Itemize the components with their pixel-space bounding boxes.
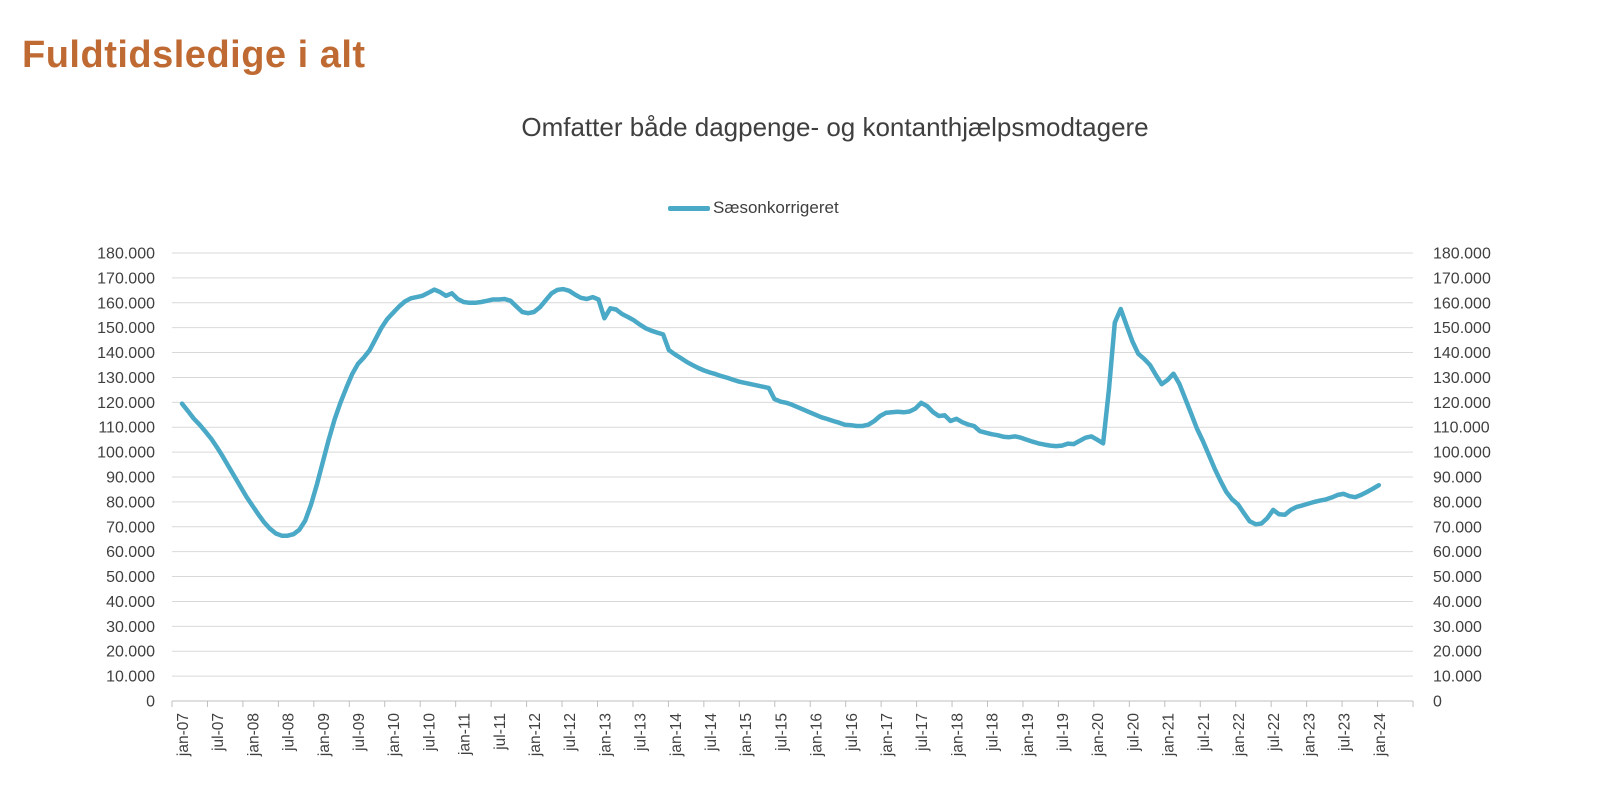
x-axis-label: jul-18: [985, 713, 1002, 752]
y-axis-label-left: 30.000: [106, 619, 155, 636]
y-axis-label-left: 170.000: [97, 270, 155, 287]
x-axis-label: jan-20: [1090, 713, 1107, 757]
y-axis-label-right: 60.000: [1433, 544, 1482, 561]
x-axis-label: jan-12: [527, 713, 544, 757]
x-axis-label: jul-23: [1337, 713, 1354, 752]
x-axis-label: jan-22: [1231, 713, 1248, 757]
y-axis-label-right: 50.000: [1433, 569, 1482, 586]
y-axis-label-right: 10.000: [1433, 669, 1482, 686]
x-axis-label: jul-08: [281, 713, 298, 752]
y-axis-label-left: 150.000: [97, 320, 155, 337]
x-axis-label: jan-07: [175, 713, 192, 757]
x-axis-label: jan-16: [809, 713, 826, 757]
y-axis-label-left: 10.000: [106, 669, 155, 686]
x-axis-label: jan-24: [1372, 713, 1389, 757]
y-axis-label-right: 70.000: [1433, 519, 1482, 536]
x-axis-label: jan-17: [879, 713, 896, 757]
y-axis-label-left: 20.000: [106, 644, 155, 661]
y-axis-label-right: 130.000: [1433, 370, 1491, 387]
y-axis-label-left: 120.000: [97, 395, 155, 412]
x-axis-label: jul-13: [633, 713, 650, 752]
y-axis-label-left: 90.000: [106, 470, 155, 487]
y-axis-label-right: 40.000: [1433, 594, 1482, 611]
chart-title: Omfatter både dagpenge- og kontanthjælps…: [521, 112, 1149, 142]
y-axis-label-left: 40.000: [106, 594, 155, 611]
y-axis-label-left: 100.000: [97, 445, 155, 462]
x-axis-label: jul-17: [914, 713, 931, 752]
y-axis-label-right: 180.000: [1433, 246, 1491, 263]
y-axis-label-left: 60.000: [106, 544, 155, 561]
legend: Sæsonkorrigeret: [668, 197, 839, 219]
x-axis-label: jul-16: [844, 713, 861, 752]
legend-label: Sæsonkorrigeret: [713, 198, 839, 217]
x-axis-label: jul-22: [1266, 713, 1283, 752]
y-axis-label-right: 30.000: [1433, 619, 1482, 636]
y-axis-label-right: 100.000: [1433, 445, 1491, 462]
x-axis-label: jan-13: [597, 713, 614, 757]
series-line: [179, 286, 1382, 538]
x-axis-label: jan-08: [245, 713, 262, 757]
legend-line-marker-icon: [668, 205, 710, 211]
x-axis-label: jan-19: [1020, 713, 1037, 757]
x-axis-label: jul-15: [773, 713, 790, 752]
y-axis-label-left: 110.000: [98, 420, 155, 437]
x-axis-label: jul-09: [351, 713, 368, 752]
y-axis-label-left: 130.000: [97, 370, 155, 387]
x-axis-label: jan-10: [386, 713, 403, 757]
x-axis-label: jan-11: [457, 713, 474, 756]
y-axis-label-right: 140.000: [1433, 345, 1491, 362]
y-axis-label-right: 90.000: [1433, 470, 1482, 487]
x-axis-label: jan-18: [949, 713, 966, 757]
y-axis-label-right: 0: [1433, 694, 1442, 711]
y-axis-label-left: 160.000: [97, 295, 155, 312]
x-axis-label: jul-10: [421, 713, 438, 752]
x-axis-label: jan-21: [1161, 713, 1178, 757]
x-axis-label: jan-14: [668, 713, 685, 757]
y-axis-label-right: 170.000: [1433, 270, 1491, 287]
y-axis-label-right: 20.000: [1433, 644, 1482, 661]
x-axis-label: jul-11: [492, 713, 509, 751]
y-axis-label-left: 180.000: [97, 246, 155, 263]
y-axis-label-right: 150.000: [1433, 320, 1491, 337]
x-axis-label: jul-12: [562, 713, 579, 752]
y-axis-label-right: 160.000: [1433, 295, 1491, 312]
x-axis-label: jan-09: [316, 713, 333, 757]
x-axis-label: jul-19: [1055, 713, 1072, 752]
page-title: Fuldtidsledige i alt: [22, 34, 366, 76]
y-axis-label-right: 120.000: [1433, 395, 1491, 412]
x-axis-label: jul-21: [1196, 713, 1213, 752]
y-axis-label-left: 70.000: [106, 519, 155, 536]
x-axis-label: jul-07: [210, 713, 227, 752]
x-axis-label: jul-20: [1125, 713, 1142, 752]
x-axis-label: jul-14: [703, 713, 720, 752]
x-axis-label: jan-23: [1301, 713, 1318, 757]
y-axis-label-left: 80.000: [106, 494, 155, 511]
x-axis-label: jan-15: [738, 713, 755, 757]
y-axis-label-left: 0: [146, 694, 155, 711]
y-axis-label-left: 140.000: [97, 345, 155, 362]
y-axis-label-left: 50.000: [106, 569, 155, 586]
y-axis-label-right: 110.000: [1433, 420, 1490, 437]
y-axis-label-right: 80.000: [1433, 494, 1482, 511]
